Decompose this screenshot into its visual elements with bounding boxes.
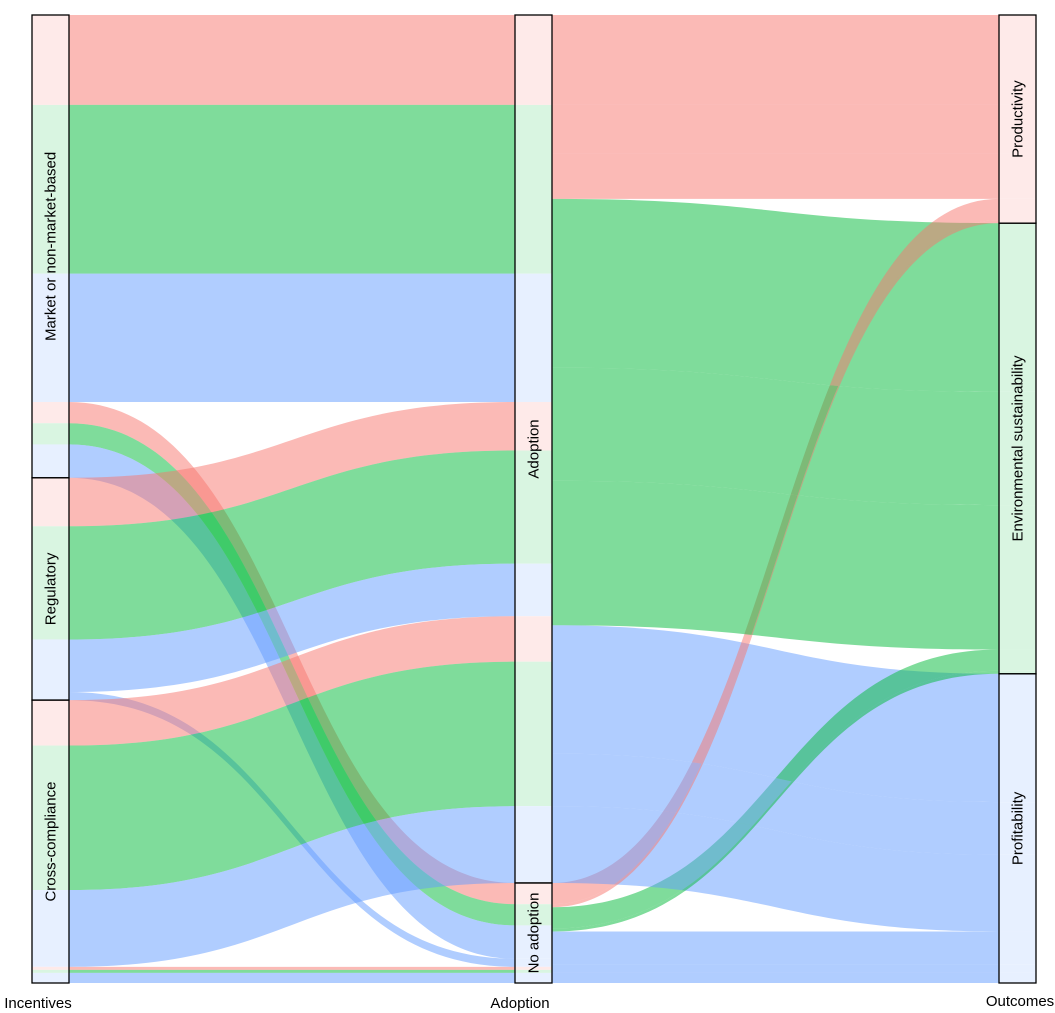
stratum-tint-adoption-0 xyxy=(515,15,552,105)
flow-cross-compliance-to-no-adoption-productivity xyxy=(69,966,515,970)
stratum-tint-outcomes-4 xyxy=(999,649,1036,671)
stratum-tint-incentives-2 xyxy=(32,273,69,402)
stratum-tint-adoption-1 xyxy=(515,104,552,274)
stratum-label-productivity: Productivity xyxy=(1010,80,1027,158)
stratum-tint-incentives-11 xyxy=(32,691,69,701)
stratum-box-no-adoption xyxy=(514,882,553,984)
stratum-tint-adoption-12 xyxy=(515,616,552,662)
stratum-tint-outcomes-7 xyxy=(999,391,1036,506)
flow-adoption-to-profitability-market-or-non-market-based xyxy=(552,625,999,803)
stratum-tint-adoption-2 xyxy=(515,273,552,402)
flow-cross-compliance-to-adoption-profitability xyxy=(69,806,515,967)
stratum-label-no-adoption: No adoption xyxy=(526,893,543,974)
stratum-tint-adoption-6 xyxy=(515,401,552,451)
flow-cross-compliance-to-no-adoption-profitability xyxy=(69,972,515,983)
flow-cross-compliance-to-adoption-productivity xyxy=(69,616,515,746)
strata-layer: Market or non-market-based Regulatory Cros… xyxy=(31,14,1037,984)
axis-labels: Incentives Adoption Outcomes xyxy=(4,993,1054,1012)
flow-regulatory-to-adoption-environmental-sustainability xyxy=(69,450,515,640)
stratum-tint-incentives-0 xyxy=(32,15,69,105)
stratum-tint-adoption-13 xyxy=(515,661,552,807)
stratum-tint-outcomes-11 xyxy=(999,964,1036,973)
stratum-tint-outcomes-8 xyxy=(999,802,1036,855)
stratum-tint-incentives-1 xyxy=(32,104,69,274)
axis-label-outcomes: Outcomes xyxy=(986,993,1054,1010)
stratum-tint-incentives-4 xyxy=(32,423,69,445)
stratum-tint-adoption-17 xyxy=(515,972,552,983)
stratum-tint-adoption-3 xyxy=(515,882,552,905)
axis-label-incentives: Incentives xyxy=(4,995,72,1012)
stratum-tint-outcomes-16 xyxy=(999,670,1036,674)
stratum-box-profitability xyxy=(998,673,1037,984)
stratum-tint-outcomes-14 xyxy=(999,854,1036,932)
stratum-tint-outcomes-13 xyxy=(999,505,1036,650)
stratum-tint-outcomes-15 xyxy=(999,220,1036,224)
flow-no-adoption-to-profitability-regulatory xyxy=(552,964,999,973)
stratum-label-cross-compliance: Cross-compliance xyxy=(43,782,60,902)
stratum-box-cross-compliance xyxy=(31,699,70,984)
stratum-tint-incentives-8 xyxy=(32,639,69,692)
stratum-tint-outcomes-1 xyxy=(999,223,1036,392)
flow-no-adoption-to-profitability-market-or-non-market-based xyxy=(552,931,999,965)
stratum-tint-adoption-16 xyxy=(515,969,552,973)
stratum-tint-incentives-14 xyxy=(32,890,69,967)
stratum-label-market-or-non-market-based: Market or non-market-based xyxy=(43,152,60,341)
stratum-tint-outcomes-0 xyxy=(999,15,1036,105)
stratum-tint-outcomes-12 xyxy=(999,153,1036,199)
flow-adoption-to-environmental-sustainability-regulatory xyxy=(552,367,999,506)
stratum-tint-adoption-14 xyxy=(515,806,552,883)
stratum-label-profitability: Profitability xyxy=(1010,791,1027,865)
stratum-tint-incentives-12 xyxy=(32,700,69,746)
flow-cross-compliance-to-no-adoption-environmental-sustainability xyxy=(69,969,515,973)
flow-regulatory-to-adoption-productivity xyxy=(69,401,515,527)
flow-adoption-to-productivity-cross-compliance xyxy=(552,153,999,199)
axis-label-adoption: Adoption xyxy=(490,995,549,1012)
stratum-tint-incentives-13 xyxy=(32,745,69,891)
flow-adoption-to-productivity-market-or-non-market-based xyxy=(552,15,999,105)
flow-no-adoption-to-productivity-cross-compliance xyxy=(552,220,999,908)
flow-cross-compliance-to-adoption-environmental-sustainability xyxy=(69,661,515,891)
stratum-tint-incentives-15 xyxy=(32,966,69,970)
stratum-tint-adoption-15 xyxy=(515,966,552,970)
stratum-tint-outcomes-17 xyxy=(999,972,1036,983)
flow-market-or-non-market-based-to-adoption-profitability xyxy=(69,273,515,402)
stratum-tint-incentives-17 xyxy=(32,972,69,983)
stratum-tint-adoption-5 xyxy=(515,925,552,959)
stratum-tint-incentives-5 xyxy=(32,444,69,478)
stratum-tint-adoption-11 xyxy=(515,958,552,967)
stratum-tint-outcomes-2 xyxy=(999,673,1036,803)
stratum-tint-adoption-4 xyxy=(515,904,552,926)
flow-market-or-non-market-based-to-adoption-productivity xyxy=(69,15,515,105)
stratum-tint-incentives-16 xyxy=(32,969,69,973)
flow-adoption-to-environmental-sustainability-market-or-non-market-based xyxy=(552,198,999,392)
flow-no-adoption-to-environmental-sustainability-cross-compliance xyxy=(552,670,999,932)
stratum-label-regulatory: Regulatory xyxy=(43,552,60,625)
flow-no-adoption-to-profitability-cross-compliance xyxy=(552,972,999,983)
flow-adoption-to-profitability-regulatory xyxy=(552,753,999,855)
stratum-tint-outcomes-5 xyxy=(999,931,1036,965)
flow-regulatory-to-adoption-profitability xyxy=(69,563,515,692)
flow-adoption-to-profitability-cross-compliance xyxy=(552,806,999,932)
stratum-label-adoption: Adoption xyxy=(526,419,543,478)
stratum-tint-incentives-3 xyxy=(32,401,69,424)
stratum-tint-adoption-7 xyxy=(515,450,552,564)
flow-market-or-non-market-based-to-adoption-environmental-sustainability xyxy=(69,104,515,274)
stratum-tint-incentives-7 xyxy=(32,526,69,640)
stratum-label-environmental-sustainability: Environmental sustainability xyxy=(1010,355,1027,541)
flow-adoption-to-productivity-regulatory xyxy=(552,104,999,154)
stratum-tint-outcomes-3 xyxy=(999,198,1036,221)
stratum-tint-adoption-8 xyxy=(515,563,552,617)
stratum-tint-incentives-6 xyxy=(32,477,69,527)
flows-layer xyxy=(69,15,999,983)
stratum-tint-outcomes-6 xyxy=(999,104,1036,154)
